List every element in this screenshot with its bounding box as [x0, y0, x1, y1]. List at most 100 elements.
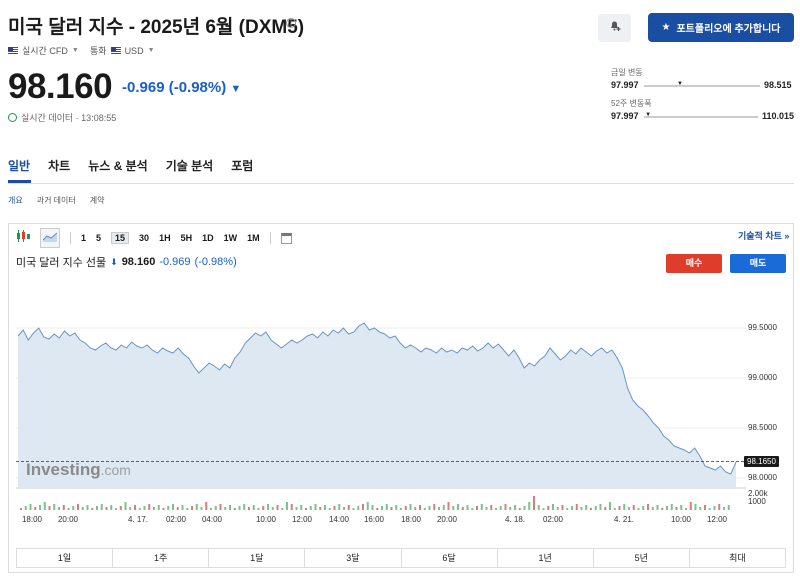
volume-bar [129, 507, 132, 510]
volume-bar [157, 505, 160, 510]
volume-bar [461, 507, 464, 510]
volume-bar [628, 507, 630, 510]
tab-item[interactable]: 포럼 [231, 159, 254, 173]
volume-bar [623, 504, 626, 510]
volume-bar [210, 508, 212, 510]
volume-bar [48, 506, 51, 510]
timeframe-button[interactable]: 1D [202, 233, 214, 243]
x-tick-label: 16:00 [363, 515, 385, 524]
timeframe-button[interactable]: 1M [247, 233, 260, 243]
tab-item[interactable]: 뉴스 & 분석 [88, 159, 148, 173]
add-to-portfolio-button[interactable]: ★ 포트폴리오에 추가합니다 [648, 13, 794, 42]
subtab-item[interactable]: 계약 [89, 196, 105, 205]
day-high: 98.515 [764, 80, 792, 90]
volume-bar [404, 506, 407, 510]
technical-chart-link[interactable]: 기술적 차트 » [738, 231, 790, 241]
range-button[interactable]: 1주 [113, 549, 210, 567]
volume-bar [566, 508, 569, 510]
range-button[interactable]: 3달 [305, 549, 402, 567]
timeframe-button[interactable]: 1 [81, 233, 87, 243]
volume-bar [167, 506, 170, 510]
volume-bar [580, 507, 583, 510]
timeframe-button[interactable]: 5H [180, 233, 193, 243]
volume-bar [632, 505, 635, 510]
tab-item[interactable]: 기술 분석 [165, 159, 214, 173]
x-tick-label: 02:00 [165, 515, 187, 524]
volume-bar [514, 505, 516, 510]
volume-bar [556, 507, 559, 510]
buy-button[interactable]: 매수 [666, 254, 722, 273]
add-to-portfolio-label: 포트폴리오에 추가합니다 [676, 24, 781, 35]
volume-bar [262, 506, 265, 510]
range-button[interactable]: 최대 [729, 553, 746, 563]
timeframe-button[interactable]: 15 [111, 232, 130, 244]
x-tick-label: 02:00 [542, 515, 564, 524]
area-chart-icon[interactable] [40, 228, 60, 248]
realtime-label: 실시간 데이터 · 13:08:55 [21, 113, 117, 123]
meta-realtime-label: 실시간 CFD [22, 46, 68, 56]
range-button[interactable]: 1년 [498, 549, 594, 567]
tab-item[interactable]: 차트 [48, 159, 71, 173]
sell-button[interactable]: 매도 [730, 254, 786, 273]
x-tick-label: 12:00 [706, 515, 728, 524]
volume-bar [86, 505, 89, 510]
volume-label: 2.00k [748, 489, 768, 498]
timeframe-button[interactable]: 5 [96, 233, 102, 243]
timeframe-button[interactable]: 1W [223, 233, 238, 243]
volume-bar [490, 505, 493, 510]
range-button[interactable]: 1일 [17, 549, 114, 567]
volume-bar [290, 504, 293, 510]
y-tick-label: 98.0000 [748, 473, 777, 482]
volume-bar [694, 504, 697, 510]
week52-low: 97.997 [611, 111, 639, 121]
week52-range-bar: ▼ [644, 112, 758, 118]
volume-bar [96, 506, 98, 510]
volume-bar [219, 504, 222, 510]
volume-bar [471, 508, 474, 510]
volume-bar [376, 508, 379, 510]
volume-bar [309, 506, 312, 510]
volume-bar [39, 505, 41, 510]
volume-bar [271, 507, 274, 510]
volume-bar [252, 505, 255, 510]
info-icon[interactable]: i [286, 18, 296, 28]
subtab-item[interactable]: 개요 [8, 196, 23, 205]
meta-currency[interactable]: 통화 USD ▼ [90, 44, 155, 57]
x-tick-label: 14:00 [328, 515, 350, 524]
volume-bar [680, 505, 683, 510]
volume-bar [224, 507, 227, 510]
chart-change: -0.969 [159, 256, 191, 268]
day-range-label: 금일 변동 [611, 68, 643, 77]
meta-realtime[interactable]: 실시간 CFD ▼ [8, 44, 79, 57]
x-tick-label: 04:00 [201, 515, 223, 524]
volume-bar [685, 508, 687, 510]
tab-item[interactable]: 일반 [8, 159, 31, 173]
volume-bar [594, 506, 597, 510]
volume-bar [599, 504, 602, 510]
range-button[interactable]: 1달 [209, 549, 306, 567]
change-pct: (-0.98%) [168, 79, 227, 96]
timeframe-button[interactable]: 1H [159, 233, 171, 243]
volume-bar [29, 504, 32, 510]
chart-price: 98.160 [121, 256, 156, 268]
x-tick-label: 4. 17. [127, 515, 149, 524]
volume-bar [395, 505, 398, 510]
range-button[interactable]: 6달 [402, 549, 498, 567]
bell-plus-icon[interactable] [598, 14, 631, 42]
volume-bar [537, 505, 540, 510]
candlestick-icon[interactable] [16, 229, 30, 247]
subtab-item[interactable]: 과거 데이터 [36, 196, 76, 205]
volume-bar [276, 505, 279, 510]
volume-bar [67, 508, 70, 510]
volume-bar [647, 504, 649, 510]
volume-bar [62, 505, 65, 510]
volume-bar [656, 505, 659, 510]
calendar-icon[interactable] [280, 232, 292, 244]
volume-bar [286, 502, 288, 510]
volume-bar [186, 508, 189, 510]
range-button[interactable]: 5년 [594, 549, 690, 567]
volume-bar [162, 508, 165, 510]
price-chart[interactable] [16, 278, 746, 514]
timeframe-button[interactable]: 30 [139, 233, 150, 243]
week52-range-label: 52주 변동폭 [611, 99, 652, 108]
